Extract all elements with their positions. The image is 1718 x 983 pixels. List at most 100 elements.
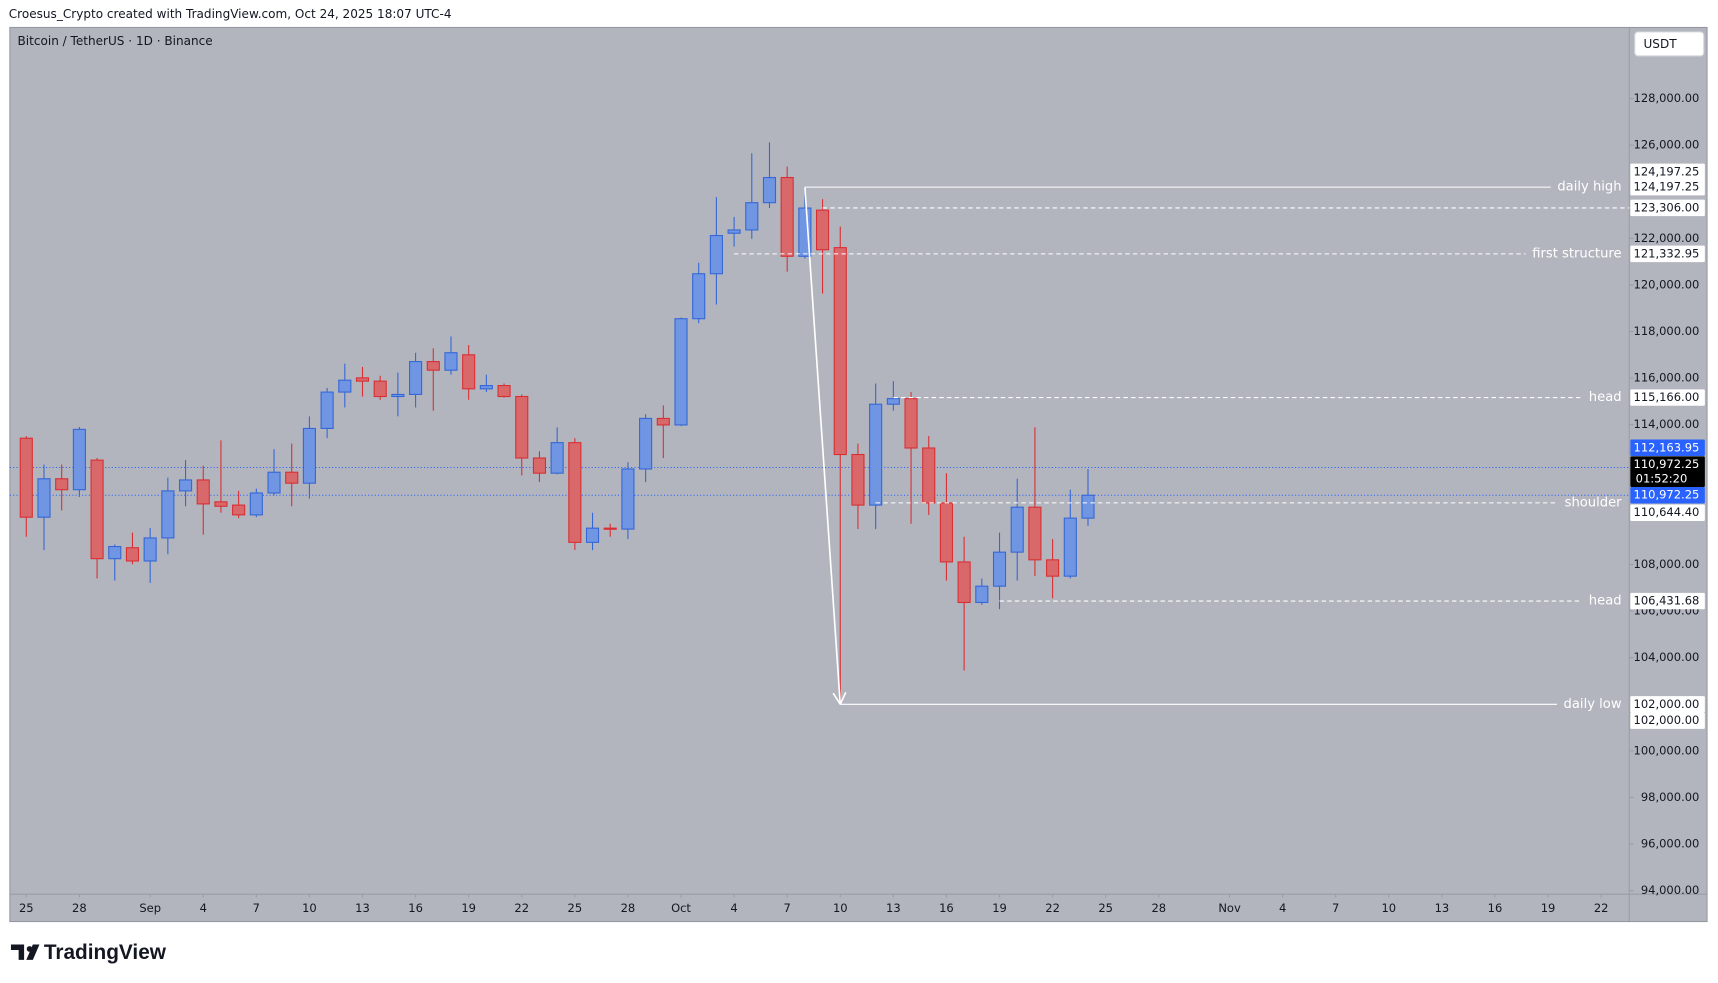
- candle-body: [904, 398, 918, 449]
- candle-body: [232, 504, 246, 516]
- candle-body: [143, 537, 157, 562]
- candle-body: [727, 229, 741, 234]
- x-tick-label: 7: [784, 901, 791, 915]
- x-tick-label: 10: [833, 901, 848, 915]
- price-badge-label: 110,972.25: [1634, 457, 1700, 471]
- candle-body: [125, 547, 140, 562]
- x-tick-label: 4: [1279, 901, 1286, 915]
- currency-button[interactable]: [1634, 31, 1705, 57]
- candle-body: [497, 385, 511, 398]
- price-badge: [1630, 504, 1705, 521]
- price-badge: [1630, 163, 1705, 181]
- candle-body: [656, 417, 670, 426]
- candle-body: [161, 490, 175, 539]
- credit: Croesus_Crypto created with TradingView.…: [9, 7, 452, 21]
- candle-body: [1010, 506, 1024, 553]
- candle-body: [37, 478, 51, 518]
- overlay: daily high first structure head shoulder hea…: [734, 180, 1630, 712]
- price-badge: [1630, 712, 1705, 729]
- price-badge-label: 102,000.00: [1634, 713, 1700, 727]
- level-label: daily high: [1557, 180, 1621, 195]
- y-tick-label: 122,000.00: [1634, 231, 1700, 245]
- candle-body: [833, 247, 847, 456]
- candle-body: [532, 457, 547, 474]
- candle-body: [1028, 506, 1042, 561]
- candle-body: [267, 471, 281, 494]
- price-badge: [1630, 389, 1705, 406]
- candle-body: [851, 453, 865, 506]
- candle-body: [302, 427, 316, 484]
- candle-body: [426, 361, 440, 371]
- level-label: head: [1589, 390, 1622, 405]
- price-badge: [1630, 456, 1705, 488]
- price-badge: [1630, 696, 1705, 713]
- y-tick-label: 98,000.00: [1641, 790, 1700, 804]
- candle-body: [196, 479, 210, 505]
- price-badge-label: 110,972.25: [1634, 488, 1700, 502]
- level-label: head: [1589, 594, 1622, 609]
- candle-body: [515, 395, 529, 459]
- y-tick-label: 94,000.00: [1641, 883, 1700, 897]
- candle-body: [621, 468, 635, 530]
- chart-title: Bitcoin / TetherUS · 1D · Binance: [18, 34, 213, 48]
- x-tick-label: 13: [886, 901, 901, 915]
- price-badge-label: 102,000.00: [1634, 697, 1700, 711]
- candle-body: [391, 393, 405, 398]
- brand-name: TradingView: [44, 941, 167, 964]
- x-tick-label: 25: [19, 901, 34, 915]
- x-tick-label: 13: [355, 901, 370, 915]
- x-tick-label: Oct: [671, 901, 691, 915]
- price-badge: [1630, 178, 1705, 196]
- x-tick-label: 4: [730, 901, 737, 915]
- y-tick-label: 100,000.00: [1634, 743, 1700, 757]
- price-badge: [1630, 245, 1705, 263]
- price-badge-label: 123,306.00: [1634, 200, 1700, 214]
- candle-body: [462, 354, 476, 390]
- x-tick-label: 10: [1381, 901, 1396, 915]
- candle-body: [992, 551, 1007, 587]
- brand-icon: [10, 944, 40, 960]
- arrow-shaft: [804, 187, 842, 705]
- x-tick-label: Sep: [139, 901, 161, 915]
- price-badge: [1630, 592, 1705, 610]
- price-badge: [1630, 199, 1705, 217]
- x-tick-label: Nov: [1218, 901, 1241, 915]
- candle-body: [320, 391, 334, 429]
- arrow-head: [839, 691, 847, 705]
- currency-label[interactable]: USDT: [1643, 37, 1677, 51]
- candle-body: [869, 403, 883, 506]
- x-tick-label: 4: [200, 901, 207, 915]
- price-badge-label: 110,644.40: [1634, 505, 1700, 519]
- candle-body: [355, 377, 370, 382]
- candle-body: [674, 318, 688, 426]
- price-badge: [1630, 487, 1705, 504]
- candle-body: [19, 437, 33, 518]
- x-tick-label: 28: [1151, 901, 1166, 915]
- countdown: 01:52:20: [1636, 471, 1688, 485]
- x-tick-label: 25: [1098, 901, 1113, 915]
- price-badge-label: 124,197.25: [1634, 164, 1700, 178]
- x-tick-label: 7: [253, 901, 260, 915]
- x-tick-label: 22: [1594, 901, 1609, 915]
- x-tick-label: 13: [1435, 901, 1450, 915]
- candle-body: [745, 202, 759, 231]
- brand-icon-dot: [26, 946, 33, 952]
- candle-body: [90, 459, 104, 560]
- candle-body: [249, 492, 263, 516]
- candle-body: [975, 585, 989, 604]
- price-badge-label: 121,332.95: [1634, 246, 1700, 260]
- candle-body: [214, 501, 228, 507]
- level-label: shoulder: [1565, 495, 1623, 510]
- x-tick-label: 22: [1045, 901, 1060, 915]
- y-tick-label: 108,000.00: [1634, 557, 1700, 571]
- candle-body: [780, 176, 794, 257]
- x-tick-label: 19: [1541, 901, 1556, 915]
- candle-body: [957, 561, 971, 604]
- level-label: daily low: [1564, 697, 1622, 712]
- candle-body: [373, 380, 387, 398]
- x-tick-label: 7: [1332, 901, 1339, 915]
- candle-body: [550, 442, 564, 474]
- candle-body: [108, 546, 122, 560]
- price-badge: [1630, 439, 1705, 456]
